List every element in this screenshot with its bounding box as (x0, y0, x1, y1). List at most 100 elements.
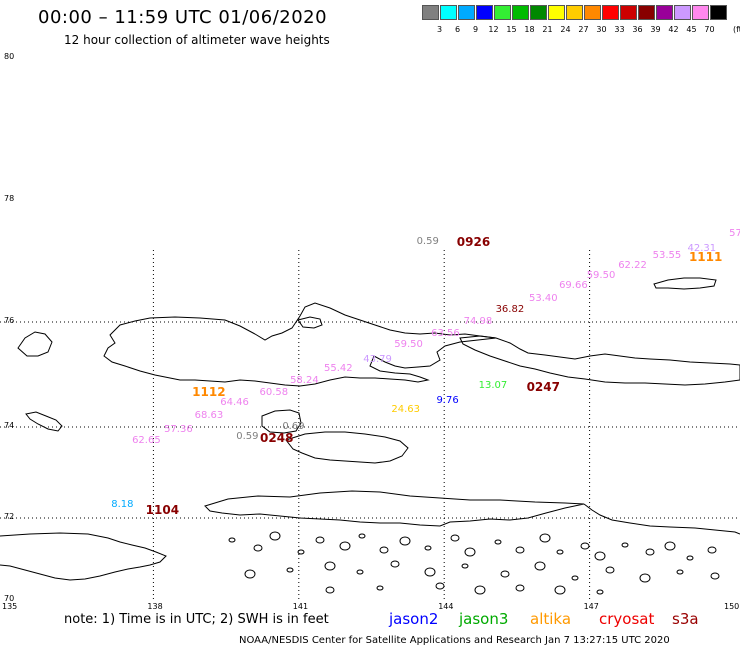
lat-label: 80 (4, 52, 15, 61)
lat-label: 78 (4, 194, 15, 203)
islet (494, 539, 502, 545)
satellite-name: altika (530, 610, 572, 628)
wave-height-value: 63.56 (431, 327, 460, 339)
lon-label: 144 (438, 602, 454, 611)
graticule (0, 250, 740, 600)
page-title: 00:00 – 11:59 UTC 01/06/2020 (38, 7, 328, 28)
lon-label: 138 (147, 602, 163, 611)
legend-label: 70 (704, 25, 715, 34)
islet (539, 533, 551, 543)
legend-label: 6 (454, 25, 461, 34)
wave-height-value: 0.69 (282, 421, 305, 433)
wave-height-value: 8.18 (111, 499, 134, 511)
legend-swatch (422, 5, 439, 20)
legend-label: 39 (650, 25, 661, 34)
legend-swatch (530, 5, 547, 20)
island-new-siberia (459, 335, 740, 386)
satellite-name: jason2 (389, 610, 439, 628)
island-kotelny (103, 302, 497, 387)
islet (554, 585, 566, 595)
coastline-mainland-east (583, 503, 740, 535)
wave-height-value: 9.76 (436, 394, 459, 406)
legend-label: 42 (668, 25, 679, 34)
wave-height-value: 13.07 (478, 379, 508, 391)
pass-time: 1112 (192, 384, 226, 399)
wave-height-value: 69.66 (559, 280, 588, 292)
wave-height-value: 60.58 (259, 387, 289, 399)
pass-time: 0247 (526, 380, 560, 395)
islet (594, 551, 606, 561)
islet (286, 567, 294, 573)
islet (244, 569, 256, 579)
legend-label: 9 (472, 25, 479, 34)
lon-label: 150 (724, 602, 740, 611)
legend-label: 36 (632, 25, 643, 34)
islet (474, 585, 486, 595)
legend-label: 27 (578, 25, 589, 34)
wave-height-value: 55.42 (324, 363, 353, 375)
legend-swatch (494, 5, 511, 20)
legend-swatch (512, 5, 529, 20)
wave-height-value: 57.36 (164, 423, 193, 435)
island-bennett (653, 277, 717, 290)
legend-label: 21 (542, 25, 553, 34)
islet (424, 567, 436, 577)
islet (356, 569, 364, 575)
islet (556, 549, 564, 555)
legend-unit: (ft) (732, 25, 740, 34)
islet (435, 582, 445, 590)
legend-label: 24 (560, 25, 571, 34)
wave-height-value: 36.82 (495, 304, 525, 316)
legend-swatch (692, 5, 709, 20)
lon-label: 147 (583, 602, 599, 611)
satellite-name: s3a (672, 610, 699, 628)
islet (324, 561, 336, 571)
pass-time: 1111 (688, 249, 723, 264)
page-subtitle: 12 hour collection of altimeter wave hei… (64, 33, 330, 47)
satellite-name: jason3 (459, 610, 509, 628)
legend-swatch (476, 5, 493, 20)
islet (515, 546, 525, 554)
wave-height-value: 57 (729, 228, 740, 240)
islet (571, 575, 579, 581)
islet (379, 546, 389, 554)
island-small-west (25, 411, 63, 432)
islet (269, 531, 281, 541)
lat-label: 76 (4, 316, 15, 325)
islet (686, 555, 694, 561)
islet (534, 561, 546, 571)
wave-height-value: 59.50 (394, 339, 423, 351)
legend-swatch (548, 5, 565, 20)
wave-height-value: 42.31 (687, 243, 717, 255)
lat-label: 74 (4, 421, 15, 430)
lon-label: 141 (292, 602, 309, 611)
legend-swatch (584, 5, 601, 20)
wave-height-value: 53.55 (652, 249, 682, 261)
lat-label: 72 (4, 512, 15, 521)
pass-time: 0926 (456, 235, 491, 250)
legend-label: 12 (488, 25, 499, 34)
coastline (0, 277, 740, 581)
legend-swatch (710, 5, 727, 20)
island-belkovsky (17, 331, 53, 357)
coastline-mainland (204, 490, 585, 527)
pass-time: 0248 (260, 430, 294, 445)
islet (580, 542, 590, 550)
islet (228, 537, 236, 543)
islet (707, 546, 717, 554)
islet (358, 533, 366, 539)
islet (464, 547, 476, 557)
wave-height-value: 62.65 (132, 435, 161, 446)
legend-swatch (602, 5, 619, 20)
islet (253, 544, 263, 552)
islet (596, 589, 604, 595)
units-note: note: 1) Time is in UTC; 2) SWH is in fe… (64, 612, 329, 627)
wave-height-value: 0.59 (416, 235, 439, 247)
islet (339, 541, 351, 551)
legend-swatch (566, 5, 583, 20)
islet (297, 549, 305, 555)
islet (424, 545, 432, 551)
wave-height-value: 64.46 (220, 397, 249, 409)
satellite-name: cryosat (599, 610, 655, 628)
wave-height-value: 58.24 (290, 374, 319, 386)
